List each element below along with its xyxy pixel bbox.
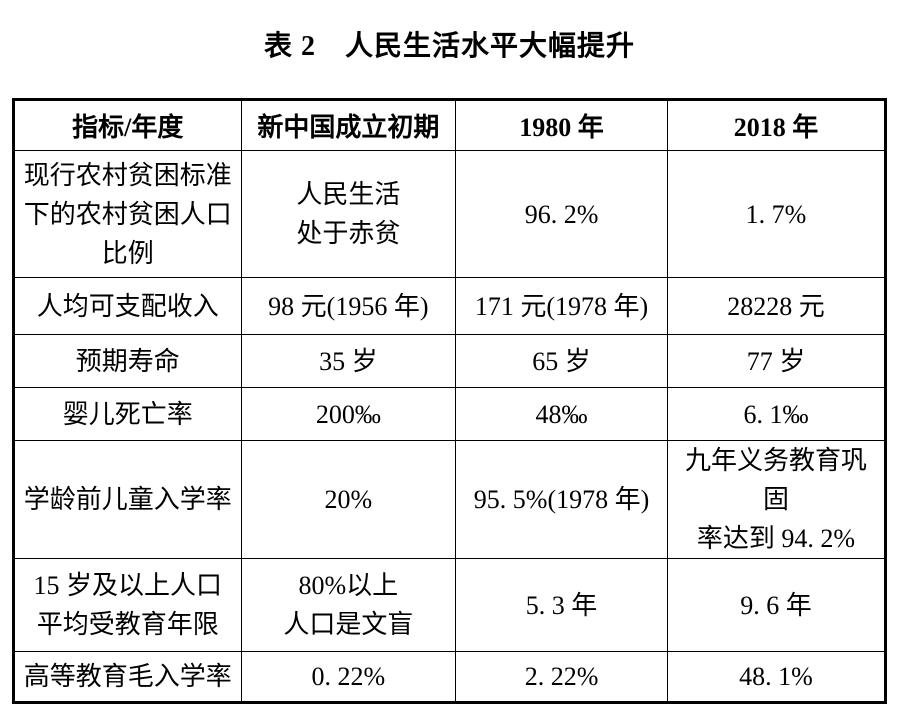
table-cell: 200‰: [240, 387, 457, 441]
table-cell: 96. 2%: [455, 150, 668, 278]
table-cell: 77 岁: [666, 334, 887, 388]
table-cell: 80%以上 人口是文盲: [240, 558, 457, 652]
table-cell: 九年义务教育巩固 率达到 94. 2%: [666, 440, 887, 559]
table-cell: 0. 22%: [240, 651, 457, 703]
column-header-indicator: 指标/年度: [13, 99, 242, 151]
table-row: 现行农村贫困标准 下的农村贫困人口 比例 人民生活 处于赤贫 96. 2% 1.…: [13, 150, 887, 278]
row-label: 学龄前儿童入学率: [13, 440, 242, 559]
table-cell: 48‰: [455, 387, 668, 441]
row-label: 现行农村贫困标准 下的农村贫困人口 比例: [13, 150, 242, 278]
table-row: 婴儿死亡率 200‰ 48‰ 6. 1‰: [13, 387, 887, 441]
table-cell: 1. 7%: [666, 150, 887, 278]
header-row: 指标/年度 新中国成立初期 1980 年 2018 年: [13, 99, 887, 151]
table-row: 人均可支配收入 98 元(1956 年) 171 元(1978 年) 28228…: [13, 277, 887, 335]
table-cell: 171 元(1978 年): [455, 277, 668, 335]
table-cell: 2. 22%: [455, 651, 668, 703]
table-cell: 20%: [240, 440, 457, 559]
table-row: 高等教育毛入学率 0. 22% 2. 22% 48. 1%: [13, 651, 887, 703]
table-cell: 6. 1‰: [666, 387, 887, 441]
table-cell: 9. 6 年: [666, 558, 887, 652]
row-label: 15 岁及以上人口 平均受教育年限: [13, 558, 242, 652]
table-cell: 人民生活 处于赤贫: [240, 150, 457, 278]
row-label: 人均可支配收入: [13, 277, 242, 335]
table-cell: 48. 1%: [666, 651, 887, 703]
table-cell: 95. 5%(1978 年): [455, 440, 668, 559]
table-title: 表 2 人民生活水平大幅提升: [263, 31, 635, 62]
row-label: 预期寿命: [13, 334, 242, 388]
table-row: 学龄前儿童入学率 20% 95. 5%(1978 年) 九年义务教育巩固 率达到…: [13, 440, 887, 559]
column-header-1980: 1980 年: [455, 99, 668, 151]
column-header-2018: 2018 年: [666, 99, 887, 151]
column-header-early-prc: 新中国成立初期: [240, 99, 457, 151]
row-label: 婴儿死亡率: [13, 387, 242, 441]
table-cell: 65 岁: [455, 334, 668, 388]
table-cell: 98 元(1956 年): [240, 277, 457, 335]
table-row: 15 岁及以上人口 平均受教育年限 80%以上 人口是文盲 5. 3 年 9. …: [13, 558, 887, 652]
table-row: 预期寿命 35 岁 65 岁 77 岁: [13, 334, 887, 388]
table-cell: 35 岁: [240, 334, 457, 388]
row-label: 高等教育毛入学率: [13, 651, 242, 703]
data-table: 指标/年度 新中国成立初期 1980 年 2018 年 现行农村贫困标准 下的农…: [12, 98, 887, 704]
document-page: 表 2 人民生活水平大幅提升 指标/年度 新中国成立初期 1980 年 2018…: [12, 31, 887, 704]
table-cell: 5. 3 年: [455, 558, 668, 652]
table-cell: 28228 元: [666, 277, 887, 335]
